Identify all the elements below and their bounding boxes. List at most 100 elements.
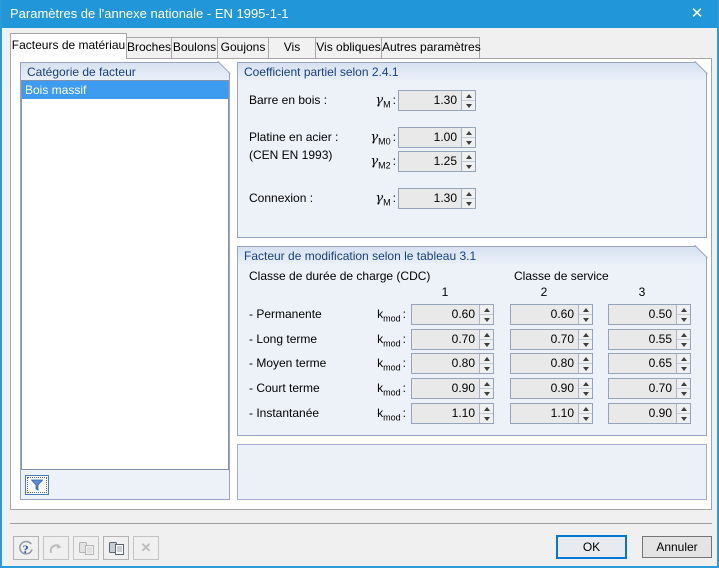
- spin-up-button[interactable]: [579, 379, 592, 389]
- spin-up-button[interactable]: [677, 354, 690, 364]
- spin-up-button[interactable]: [480, 305, 493, 315]
- spin-up-button[interactable]: [579, 354, 592, 364]
- spin-up-button[interactable]: [677, 330, 690, 340]
- arrow-up-icon: [680, 356, 687, 361]
- ok-button[interactable]: OK: [556, 535, 627, 559]
- arrow-down-icon: [483, 391, 490, 396]
- paste-settings-button[interactable]: [103, 536, 129, 560]
- help-icon: ?: [19, 540, 33, 556]
- kmod-moyen-terme-sc1-field[interactable]: 0.80: [411, 353, 494, 374]
- spin-down-button[interactable]: [579, 340, 592, 349]
- spin-down-button[interactable]: [462, 101, 475, 110]
- gamma-m-barre-field[interactable]: 1.30: [398, 90, 476, 111]
- filter-button[interactable]: [25, 475, 49, 495]
- spin-down-button[interactable]: [462, 199, 475, 208]
- spin-down-button[interactable]: [677, 364, 690, 373]
- cancel-button[interactable]: Annuler: [642, 536, 712, 558]
- tab-facteurs-de-materiau[interactable]: Facteurs de matériau: [10, 33, 127, 59]
- kmod-court-terme-sc3-field[interactable]: 0.70: [608, 378, 691, 399]
- spin-up-button[interactable]: [579, 404, 592, 414]
- kmod-instantanee-sc2-field[interactable]: 1.10: [510, 403, 593, 424]
- kmod-long-terme-sc3-field[interactable]: 0.55: [608, 329, 691, 350]
- spin-down-button[interactable]: [462, 162, 475, 171]
- kmod-permanente-sc3-field[interactable]: 0.50: [608, 304, 691, 325]
- kmod-court-terme-sc2-field[interactable]: 0.90: [510, 378, 593, 399]
- close-button[interactable]: ✕: [681, 0, 713, 28]
- tab-vis-obliques[interactable]: Vis obliques: [315, 37, 382, 58]
- spin-down-button[interactable]: [462, 138, 475, 147]
- spin-up-button[interactable]: [677, 379, 690, 389]
- gamma-m2-label: γM2:: [370, 154, 396, 171]
- comment-panel: [237, 444, 707, 500]
- spin-down-button[interactable]: [677, 340, 690, 349]
- spin-down-button[interactable]: [677, 315, 690, 324]
- spin-down-button[interactable]: [677, 389, 690, 398]
- field-value: 1.10: [550, 406, 574, 420]
- spin-up-button[interactable]: [579, 330, 592, 340]
- gamma-m0-field[interactable]: 1.00: [398, 127, 476, 148]
- arrow-up-icon: [483, 356, 490, 361]
- spin-up-button[interactable]: [462, 91, 475, 101]
- tab-broches[interactable]: Broches: [126, 37, 172, 58]
- spin-down-button[interactable]: [579, 414, 592, 423]
- spin-down-button[interactable]: [480, 389, 493, 398]
- titlebar[interactable]: Paramètres de l'annexe nationale - EN 19…: [2, 0, 717, 28]
- arrow-up-icon: [465, 154, 472, 159]
- arrow-up-icon: [680, 307, 687, 312]
- tab-boulons[interactable]: Boulons: [171, 37, 218, 58]
- spin-down-button[interactable]: [480, 414, 493, 423]
- partial-coefficient-group-header: Coefficient partiel selon 2.4.1: [238, 63, 706, 80]
- kmod-court-terme-sc1-field[interactable]: 0.90: [411, 378, 494, 399]
- kmod-permanente-sc2-field[interactable]: 0.60: [510, 304, 593, 325]
- spin-down-button[interactable]: [677, 414, 690, 423]
- tab-goujons[interactable]: Goujons: [217, 37, 269, 58]
- kmod-moyen-terme-sc3-field[interactable]: 0.65: [608, 353, 691, 374]
- spin-down-button[interactable]: [579, 364, 592, 373]
- kmod-instantanee-sc1-field[interactable]: 1.10: [411, 403, 494, 424]
- kmod-label: kmod:: [377, 381, 406, 398]
- kmod-instantanee-sc3-field[interactable]: 0.90: [608, 403, 691, 424]
- gamma-m-connexion-field[interactable]: 1.30: [398, 188, 476, 209]
- spin-up-button[interactable]: [480, 354, 493, 364]
- copy-settings-button[interactable]: [73, 536, 99, 560]
- spin-up-button[interactable]: [462, 189, 475, 199]
- spin-up-button[interactable]: [677, 305, 690, 315]
- spin-up-button[interactable]: [579, 305, 592, 315]
- tab-autres-parametres[interactable]: Autres paramètres: [381, 37, 481, 58]
- row-label-moyen-terme: - Moyen terme: [249, 356, 327, 370]
- kmod-long-terme-sc1-field[interactable]: 0.70: [411, 329, 494, 350]
- kmod-permanente-sc1-field[interactable]: 0.60: [411, 304, 494, 325]
- arrow-down-icon: [582, 366, 589, 371]
- spin-down-button[interactable]: [480, 340, 493, 349]
- kmod-moyen-terme-sc2-field[interactable]: 0.80: [510, 353, 593, 374]
- help-button[interactable]: ?: [13, 536, 39, 560]
- close-icon: ✕: [690, 5, 704, 22]
- tab-vis[interactable]: Vis: [268, 37, 316, 58]
- spin-up-button[interactable]: [462, 128, 475, 138]
- arrow-up-icon: [680, 332, 687, 337]
- service-class-1: 1: [441, 285, 449, 299]
- spin-down-button[interactable]: [480, 364, 493, 373]
- undo-button[interactable]: [43, 536, 69, 560]
- spin-down-button[interactable]: [579, 389, 592, 398]
- gamma-m2-field[interactable]: 1.25: [398, 151, 476, 172]
- list-item-bois-massif[interactable]: Bois massif: [22, 81, 228, 99]
- category-listbox[interactable]: Bois massif: [21, 80, 229, 470]
- spin-down-button[interactable]: [480, 315, 493, 324]
- field-value: 1.30: [433, 191, 457, 205]
- spin-up-button[interactable]: [677, 404, 690, 414]
- dialog-title: Paramètres de l'annexe nationale - EN 19…: [10, 6, 289, 21]
- spin-down-button[interactable]: [579, 315, 592, 324]
- spin-up-button[interactable]: [462, 152, 475, 162]
- arrow-up-icon: [582, 356, 589, 361]
- gamma-m-label: γM:: [375, 93, 396, 110]
- arrow-up-icon: [483, 406, 490, 411]
- field-value: 0.70: [550, 332, 574, 346]
- spin-up-button[interactable]: [480, 379, 493, 389]
- field-value: 0.55: [648, 332, 672, 346]
- kmod-long-terme-sc2-field[interactable]: 0.70: [510, 329, 593, 350]
- spin-up-button[interactable]: [480, 330, 493, 340]
- spin-up-button[interactable]: [480, 404, 493, 414]
- delete-button[interactable]: ✕: [133, 536, 159, 560]
